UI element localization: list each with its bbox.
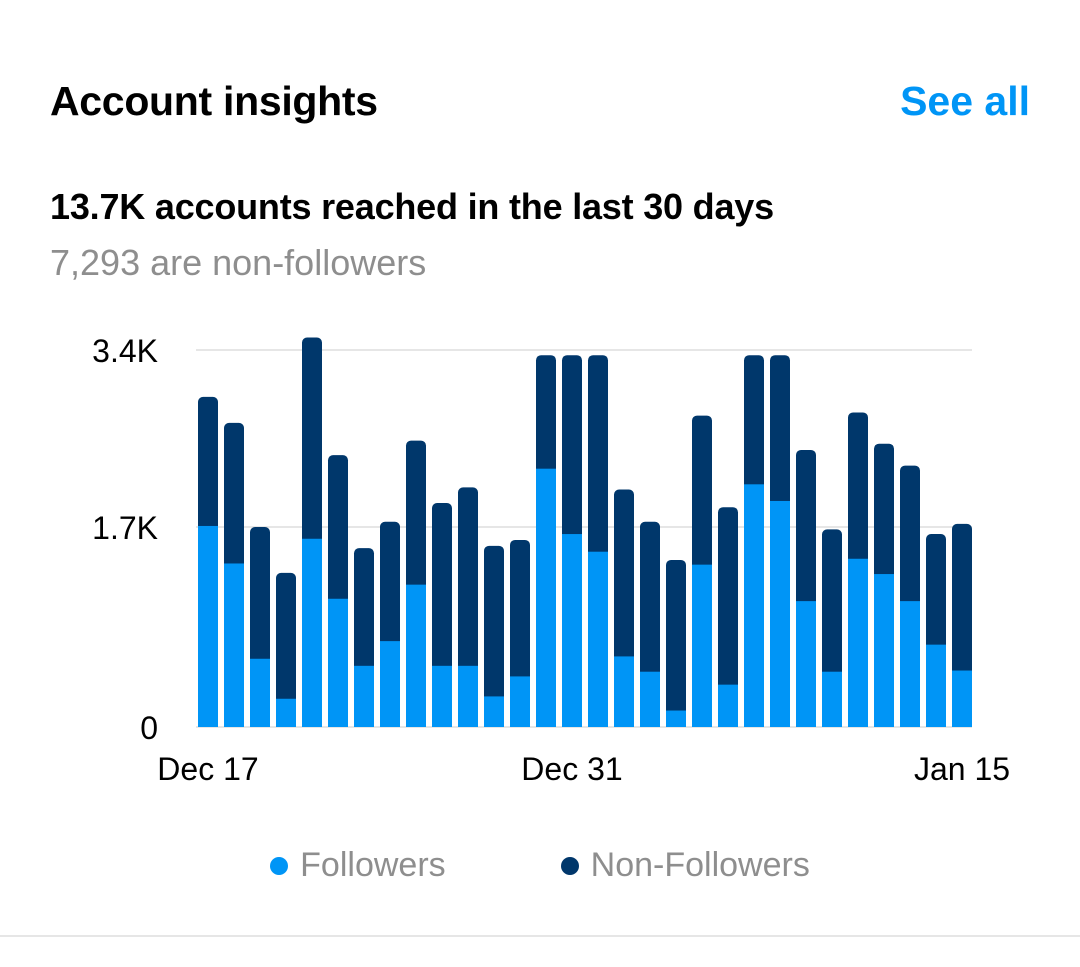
bar-followers <box>354 665 374 727</box>
bar-followers <box>822 671 842 727</box>
bar-followers <box>640 671 660 727</box>
bar-followers <box>536 468 556 727</box>
bar-non-followers <box>458 487 478 672</box>
bar-followers <box>432 665 452 727</box>
bar-followers <box>510 676 530 727</box>
bar-non-followers <box>692 415 712 571</box>
bar-non-followers <box>744 355 764 491</box>
bar-followers <box>328 598 348 727</box>
reach-headline: 13.7K accounts reached in the last 30 da… <box>50 186 774 227</box>
x-tick-label: Dec 17 <box>157 751 258 787</box>
bar-followers <box>874 574 894 727</box>
bar-non-followers <box>796 449 816 608</box>
bar-non-followers <box>666 559 686 717</box>
x-tick-label: Dec 31 <box>521 751 622 787</box>
bar-followers <box>848 558 868 727</box>
legend-item-non-followers: Non-Followers <box>560 846 810 885</box>
legend-label-non-followers: Non-Followers <box>590 846 810 884</box>
bar-non-followers <box>536 355 556 475</box>
bar-non-followers <box>302 337 322 545</box>
bar-followers <box>744 484 764 727</box>
bar-followers <box>588 551 608 727</box>
bar-followers <box>562 534 582 727</box>
bar-non-followers <box>276 572 296 705</box>
bar-non-followers <box>406 440 426 591</box>
bar-followers <box>380 641 400 727</box>
section-divider <box>0 935 1080 937</box>
bar-followers <box>250 658 270 727</box>
bar-non-followers <box>224 422 244 570</box>
y-tick-label: 3.4K <box>92 333 158 369</box>
section-title: Account insights <box>50 78 378 124</box>
y-tick-label: 1.7K <box>92 510 158 546</box>
bar-followers <box>302 538 322 727</box>
bar-followers <box>224 563 244 727</box>
bar-non-followers <box>562 355 582 541</box>
legend-item-followers: Followers <box>270 846 446 885</box>
bar-followers <box>458 665 478 727</box>
bar-non-followers <box>822 529 842 678</box>
see-all-link[interactable]: See all <box>900 78 1030 124</box>
card-header: Account insights See all <box>50 78 1030 125</box>
bar-non-followers <box>380 521 400 648</box>
bar-followers <box>692 564 712 727</box>
bar-followers <box>614 656 634 727</box>
bar-non-followers <box>198 396 218 532</box>
bar-followers <box>770 500 790 727</box>
bar-followers <box>276 698 296 727</box>
bar-followers <box>484 696 504 727</box>
bar-non-followers <box>588 355 608 558</box>
non-followers-dot-icon <box>560 856 579 875</box>
bar-non-followers <box>900 465 920 608</box>
non-followers-subline: 7,293 are non-followers <box>50 242 427 283</box>
bar-followers <box>198 525 218 727</box>
bar-non-followers <box>510 539 530 683</box>
y-tick-label: 0 <box>140 710 158 746</box>
bar-non-followers <box>874 443 894 581</box>
x-tick-label: Jan 15 <box>914 751 1010 787</box>
bar-followers <box>718 684 738 727</box>
bar-non-followers <box>640 521 660 678</box>
bar-non-followers <box>432 503 452 672</box>
bar-followers <box>796 601 816 727</box>
bar-non-followers <box>614 489 634 663</box>
bar-non-followers <box>484 545 504 703</box>
bar-non-followers <box>354 548 374 672</box>
bar-non-followers <box>718 507 738 691</box>
bar-followers <box>952 670 972 727</box>
bar-non-followers <box>328 455 348 605</box>
bar-followers <box>900 601 920 727</box>
bar-non-followers <box>250 527 270 665</box>
bar-followers <box>666 710 686 727</box>
followers-dot-icon <box>270 856 289 875</box>
bar-followers <box>926 644 946 727</box>
bar-followers <box>406 584 426 727</box>
bar-non-followers <box>848 412 868 565</box>
bar-non-followers <box>952 523 972 677</box>
bar-non-followers <box>926 534 946 651</box>
chart-legend: Followers Non-Followers <box>0 846 1080 885</box>
legend-label-followers: Followers <box>300 846 446 884</box>
bar-non-followers <box>770 355 790 507</box>
